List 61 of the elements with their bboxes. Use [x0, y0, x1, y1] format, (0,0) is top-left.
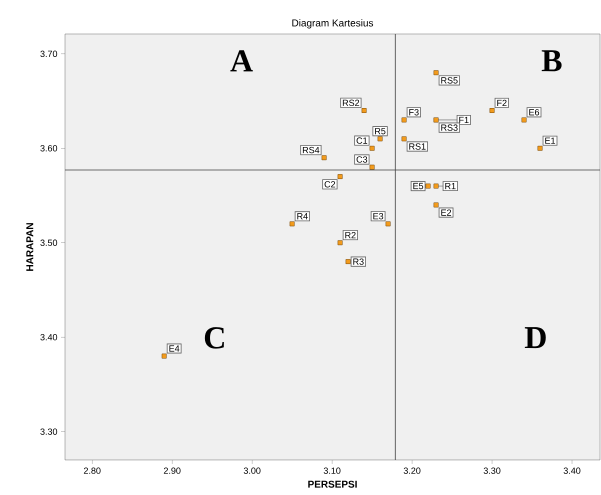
annotation: E1: [545, 138, 556, 144]
point: [426, 184, 431, 189]
annotation: E6: [529, 109, 540, 116]
annotation: D: [524, 327, 546, 348]
chart-title: Diagram Kartesius: [292, 19, 374, 28]
point: [378, 136, 383, 142]
annotation: R2: [345, 232, 356, 238]
annotation: R5: [375, 128, 386, 134]
annotation: RS5: [441, 77, 458, 84]
annotation: C1: [356, 137, 368, 144]
point: [338, 174, 343, 180]
x-tick-label: 3.30: [484, 468, 500, 474]
annotation: RS1: [409, 143, 426, 150]
annotation: RS2: [342, 100, 360, 106]
x-tick-label: 3.10: [324, 468, 340, 474]
x-axis-title: PERSEPSI: [308, 480, 357, 488]
x-tick-label: 3.20: [404, 468, 420, 474]
point: [322, 155, 327, 160]
y-tick-label: 3.30: [40, 428, 58, 435]
point: [386, 221, 391, 226]
annotation: F2: [497, 100, 507, 106]
point: [522, 117, 526, 122]
annotation: F1: [459, 116, 469, 124]
annotation: RS4: [302, 146, 320, 154]
point: [370, 164, 375, 170]
annotation: B: [542, 50, 562, 72]
point: [362, 108, 367, 113]
point: [290, 221, 295, 226]
annotation: F3: [409, 109, 419, 116]
annotation: E5: [413, 182, 424, 190]
point: [338, 240, 343, 246]
annotation: A: [230, 50, 253, 72]
point: [538, 146, 542, 151]
y-axis-title: HARAPAN: [26, 223, 34, 271]
x-tick-label: 2.90: [164, 468, 181, 474]
point: [162, 354, 167, 359]
annotation: RS3: [441, 124, 458, 131]
annotation: R3: [353, 258, 364, 265]
annotation: E2: [441, 209, 452, 216]
point: [490, 108, 494, 113]
y-tick-label: 3.40: [40, 334, 58, 340]
point: [434, 184, 439, 189]
y-tick-label: 3.50: [40, 240, 58, 246]
point: [370, 146, 375, 151]
point: [434, 70, 439, 76]
point: [346, 259, 351, 264]
point: [402, 136, 407, 142]
x-tick-label: 3.00: [244, 468, 261, 474]
x-tick-label: 2.80: [84, 468, 101, 474]
y-tick-label: 3.60: [40, 145, 58, 152]
point: [434, 202, 439, 208]
annotation: R4: [297, 213, 308, 220]
annotation: C3: [356, 156, 368, 163]
x-tick-label: 3.40: [564, 468, 580, 474]
annotation: C2: [324, 181, 336, 188]
annotation: E3: [373, 212, 384, 220]
annotation: C: [204, 327, 224, 349]
point: [402, 117, 407, 122]
annotation: R1: [445, 182, 456, 190]
y-tick-label: 3.70: [40, 50, 58, 57]
annotation: E4: [169, 345, 180, 352]
